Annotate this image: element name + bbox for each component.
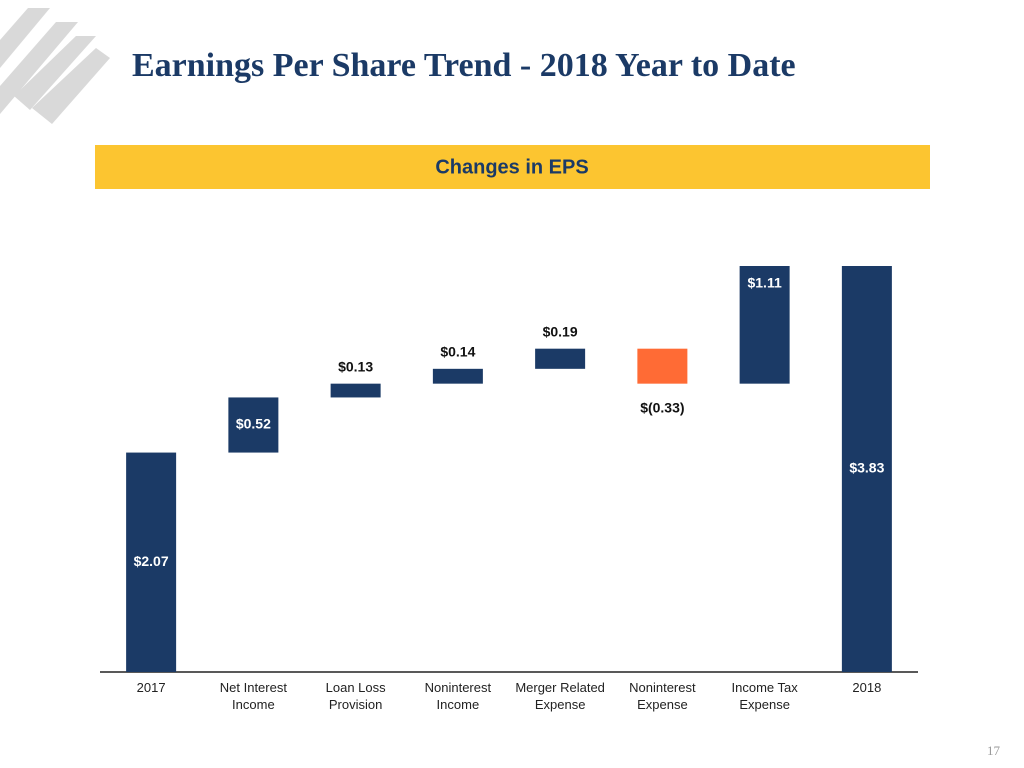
x-tick-label-line: 2017 [137,680,166,695]
x-tick-label-line: Noninterest [425,680,492,695]
x-tick-label-line: Merger Related [515,680,605,695]
x-tick-label-line: Income Tax [732,680,799,695]
plot: $2.07 2017 $0.52 Net Interest Income $0.13 Loa… [126,266,892,712]
chart-title: Changes in EPS [435,156,588,178]
value-label: $0.52 [236,416,271,432]
logo [0,8,110,124]
bar [637,348,688,384]
x-tick-label: 2018 [852,680,881,695]
x-tick-label-line: Expense [535,697,586,712]
x-tick-label-line: Noninterest [629,680,696,695]
value-label: $0.13 [338,358,373,374]
slide-title: Earnings Per Share Trend - 2018 Year to … [132,47,796,84]
banner [95,145,930,189]
x-tick-label: Income Tax Expense [732,680,799,712]
bar [432,368,483,384]
page-number: 17 [987,743,1001,758]
x-tick-label-line: Loan Loss [326,680,386,695]
x-tick-label: Merger Related Expense [515,680,605,712]
x-tick-label: Noninterest Expense [629,680,696,712]
value-label: $3.83 [849,460,884,476]
bar [739,266,790,384]
x-tick-label: Net Interest Income [220,680,288,712]
x-tick-label-line: Provision [329,697,382,712]
bar [330,383,381,398]
value-label: $0.14 [440,344,475,360]
value-label: $2.07 [134,553,169,569]
value-label: $0.19 [543,323,578,339]
x-tick-label-line: Expense [739,697,790,712]
x-tick-label: Noninterest Income [425,680,492,712]
x-tick-label: Loan Loss Provision [326,680,386,712]
x-tick-label-line: Income [232,697,275,712]
bar [535,348,586,369]
bar [228,397,279,453]
bar [126,452,177,672]
bar [841,266,892,672]
x-tick-label-line: Net Interest [220,680,288,695]
x-tick-label-line: Income [437,697,480,712]
x-tick-label: 2017 [137,680,166,695]
x-tick-label-line: Expense [637,697,688,712]
value-label: $1.11 [747,275,781,291]
x-tick-label-line: 2018 [852,680,881,695]
value-label: $(0.33) [640,399,684,415]
